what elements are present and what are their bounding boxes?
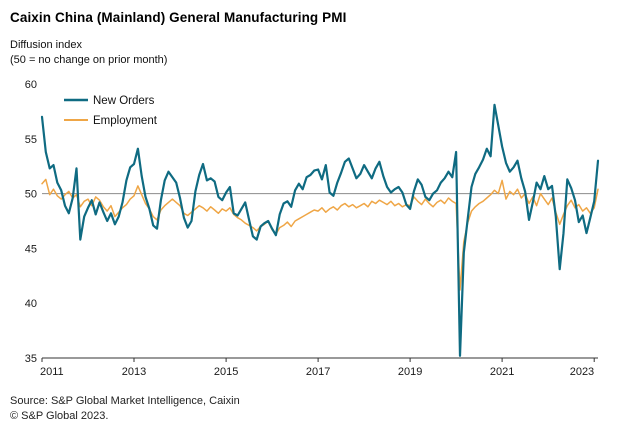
axis-description-line2: (50 = no change on prior month) (10, 54, 168, 66)
y-tick-label: 40 (25, 298, 37, 310)
x-tick-label: 2011 (40, 366, 64, 378)
pmi-line-chart: 35 40 45 50 55 60 2011 2013 2015 2017 2019 2021 2023… (25, 79, 600, 378)
y-tick-label: 50 (25, 189, 37, 201)
y-tick-label: 60 (25, 79, 37, 91)
x-tick-label: 2021 (490, 366, 514, 378)
axis-description-line1: Diffusion index (10, 39, 82, 51)
y-tick-label: 55 (25, 134, 37, 146)
copyright-line: © S&P Global 2023. (10, 410, 109, 422)
y-tick-label: 45 (25, 243, 37, 255)
chart-page: Caixin China (Mainland) General Manufact… (10, 10, 600, 422)
x-tick-label: 2015 (214, 366, 238, 378)
source-line: Source: S&P Global Market Intelligence, … (10, 395, 240, 407)
legend-label: New Orders (93, 95, 155, 107)
y-tick-label: 35 (25, 353, 37, 365)
series-line-employment (41, 178, 599, 291)
x-tick-label: 2019 (398, 366, 422, 378)
x-tick-label: 2013 (122, 366, 146, 378)
legend-label: Employment (93, 115, 158, 127)
x-tick-label: 2017 (306, 366, 330, 378)
page-title: Caixin China (Mainland) General Manufact… (10, 10, 347, 25)
x-tick-label: 2023 (570, 366, 594, 378)
series-line-new-orders (40, 103, 600, 357)
